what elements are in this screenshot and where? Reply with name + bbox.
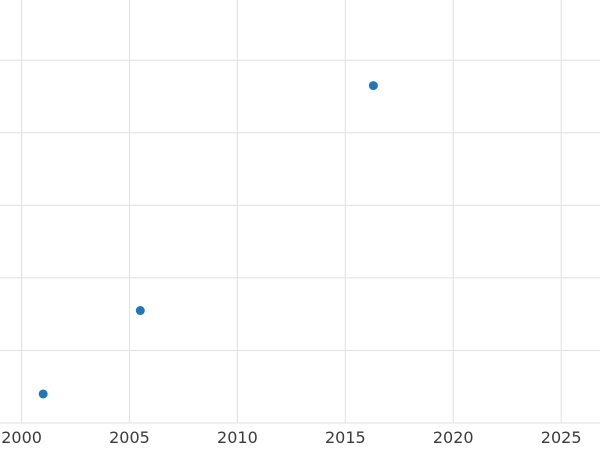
x-tick-label: 2005 [109,428,150,447]
x-tick-label: 2020 [433,428,474,447]
x-tick-label: 2000 [1,428,42,447]
scatter-point [135,306,145,316]
scatter-point [38,389,48,399]
x-tick-label: 2010 [217,428,258,447]
x-tick-label: 2015 [325,428,366,447]
scatter-point [368,81,378,91]
x-tick-label: 2025 [541,428,582,447]
